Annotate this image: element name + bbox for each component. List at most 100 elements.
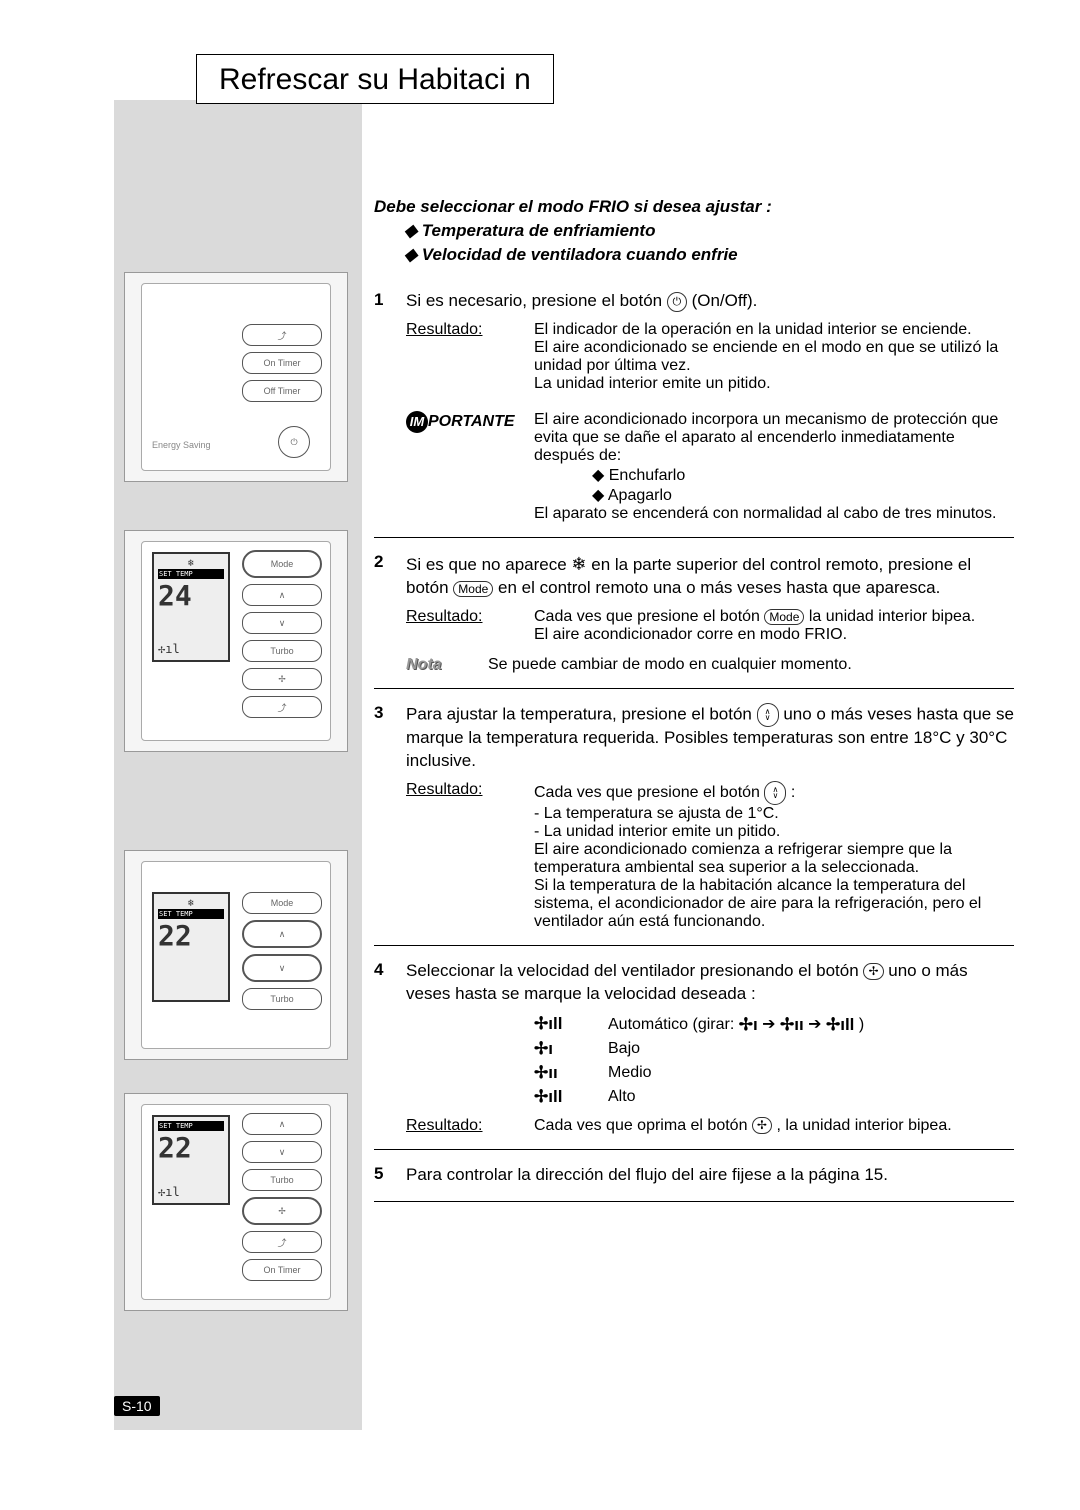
fan-auto-icon: ✢ıll xyxy=(534,1014,584,1034)
importante-block: IMPORTANTE El aire acondicionado incorpo… xyxy=(406,411,1014,523)
intro-bullet-1: ◆ Temperatura de enfriamiento xyxy=(404,219,1014,243)
step-1-r2: El aire acondicionado se enciende en el … xyxy=(534,339,1014,375)
page: Refrescar su Habitaci n ⤴ On Timer Off T… xyxy=(0,0,1080,1510)
separator xyxy=(374,537,1014,538)
fan-auto-label-a: Automático (girar: xyxy=(608,1016,734,1033)
page-number-badge: S-10 xyxy=(114,1396,160,1416)
mode-button: Mode xyxy=(242,550,322,578)
resultado-label: Resultado: xyxy=(406,781,534,931)
step-2-text-a: Si es que no aparece xyxy=(406,555,567,574)
temp-up-button: ∧ xyxy=(242,584,322,606)
step-1: 1 Si es necesario, presione el botón ⏻ (… xyxy=(374,290,1014,313)
step-2: 2 Si es que no aparece ❄ en la parte sup… xyxy=(374,552,1014,600)
on-timer-button: On Timer xyxy=(242,1259,322,1281)
step-number: 1 xyxy=(374,290,392,313)
turbo-button: Turbo xyxy=(242,1169,322,1191)
separator xyxy=(374,1149,1014,1150)
step-3-r5: Si la temperatura de la habitación alcan… xyxy=(534,877,1014,931)
step-2-resultado: Resultado: Cada ves que presione el botó… xyxy=(406,608,1014,644)
temp-down-button: ∨ xyxy=(242,1141,322,1163)
step-1-r3: La unidad interior emite un pitido. xyxy=(534,375,1014,393)
step-5: 5 Para controlar la dirección del flujo … xyxy=(374,1164,1014,1187)
remote-illustration-1: ⤴ On Timer Off Timer Energy Saving ⏻ xyxy=(124,272,348,482)
mode-button-icon: Mode xyxy=(764,609,804,625)
importante-text: El aire acondicionado incorpora un mecan… xyxy=(534,411,1014,465)
step-4-r1a: Cada ves que oprima el botón xyxy=(534,1117,747,1134)
power-icon: ⏻ xyxy=(667,292,687,312)
swing-button-icon: ⤴ xyxy=(242,696,322,718)
temp-down-button: ∨ xyxy=(242,954,322,982)
step-number: 3 xyxy=(374,703,392,773)
swing-button-icon: ⤴ xyxy=(242,324,322,346)
remote-lcd: SET TEMP 22 ✢ıl xyxy=(152,1115,230,1205)
nota-text: Se puede cambiar de modo en cualquier mo… xyxy=(488,656,852,674)
step-2-r1a: Cada ves que presione el botón xyxy=(534,608,760,625)
temp-up-button: ∧ xyxy=(242,1113,322,1135)
step-4-text-a: Seleccionar la velocidad del ventilador … xyxy=(406,961,859,980)
intro-bullet-2: ◆ Velocidad de ventiladora cuando enfrie xyxy=(404,243,1014,267)
resultado-label: Resultado: xyxy=(406,321,534,393)
step-3-r1b: : xyxy=(791,784,795,801)
temp-up-button: ∧ xyxy=(242,920,322,948)
step-1-text-b: (On/Off). xyxy=(692,291,758,310)
step-3: 3 Para ajustar la temperatura, presione … xyxy=(374,703,1014,773)
fan-med-icon: ✢ıı xyxy=(780,1015,804,1035)
on-timer-button: On Timer xyxy=(242,352,322,374)
temp-updown-icon: ∧∨ xyxy=(764,781,786,805)
importante-bullet-1: Enchufarlo xyxy=(609,467,686,484)
fan-low-icon: ✢ı xyxy=(739,1015,758,1035)
fan-med-icon: ✢ıı xyxy=(534,1063,584,1083)
remote-illustration-3: ❄ SET TEMP 22 Mode ∧ ∨ Turbo xyxy=(124,850,348,1060)
step-5-text: Para controlar la dirección del flujo de… xyxy=(406,1164,1014,1187)
temp-updown-icon: ∧∨ xyxy=(757,703,779,727)
step-1-resultado: Resultado: El indicador de la operación … xyxy=(406,321,1014,393)
remote-illustration-2: ❄ SET TEMP 24 ✢ıl Mode ∧ ∨ Turbo ✢ ⤴ xyxy=(124,530,348,752)
resultado-label: Resultado: xyxy=(406,1117,534,1135)
off-timer-button: Off Timer xyxy=(242,380,322,402)
step-1-text-a: Si es necesario, presione el botón xyxy=(406,291,662,310)
fan-medio-label: Medio xyxy=(608,1064,652,1082)
remote-illustration-4: SET TEMP 22 ✢ıl ∧ ∨ Turbo ✢ ⤴ On Timer xyxy=(124,1093,348,1311)
step-2-r1b: la unidad interior bipea. xyxy=(809,608,975,625)
resultado-label: Resultado: xyxy=(406,608,534,644)
importante-label: IMPORTANTE xyxy=(406,411,534,523)
nota-label: Nota xyxy=(406,656,468,674)
intro-block: Debe seleccionar el modo FRIO si desea a… xyxy=(374,195,1014,266)
page-title: Refrescar su Habitaci n xyxy=(196,54,554,104)
step-2-text-c: en el control remoto una o más veses has… xyxy=(498,578,940,597)
fan-auto-label-b: ) xyxy=(859,1016,864,1033)
mode-button: Mode xyxy=(242,892,322,914)
intro-line-1: Debe seleccionar el modo FRIO si desea a… xyxy=(374,195,1014,219)
step-number: 4 xyxy=(374,960,392,1006)
step-3-r1a: Cada ves que presione el botón xyxy=(534,784,760,801)
separator xyxy=(374,1201,1014,1202)
fan-high-icon: ✢ıll xyxy=(534,1087,584,1107)
step-number: 5 xyxy=(374,1164,392,1187)
remote-lcd: ❄ SET TEMP 22 xyxy=(152,892,230,1002)
fan-low-icon: ✢ı xyxy=(534,1039,584,1059)
fan-button-icon: ✢ xyxy=(242,668,322,690)
mode-button-icon: Mode xyxy=(453,581,493,597)
step-4-r1b: , la unidad interior bipea. xyxy=(776,1117,951,1134)
importante-after: El aparato se encenderá con normalidad a… xyxy=(534,505,1014,523)
fan-button-icon: ✢ xyxy=(863,963,883,979)
fan-alto-label: Alto xyxy=(608,1088,636,1106)
separator xyxy=(374,945,1014,946)
turbo-button: Turbo xyxy=(242,640,322,662)
fan-speed-table: ✢ıll Automático (girar: ✢ı ➔ ✢ıı ➔ ✢ıll … xyxy=(534,1014,1014,1107)
step-3-text-a: Para ajustar la temperatura, presione el… xyxy=(406,705,752,724)
power-button-icon: ⏻ xyxy=(278,426,310,458)
step-3-r4: El aire acondicionado comienza a refrige… xyxy=(534,841,1014,877)
step-3-r2: - La temperatura se ajusta de 1°C. xyxy=(534,805,1014,823)
remote-lcd: ❄ SET TEMP 24 ✢ıl xyxy=(152,552,230,662)
step-2-r2: El aire acondicionador corre en modo FRI… xyxy=(534,626,1014,644)
separator xyxy=(374,688,1014,689)
swing-button-icon: ⤴ xyxy=(242,1231,322,1253)
fan-button-icon: ✢ xyxy=(752,1117,772,1133)
step-3-r3: - La unidad interior emite un pitido. xyxy=(534,823,1014,841)
fan-bajo-label: Bajo xyxy=(608,1040,640,1058)
importante-bullet-2: Apagarlo xyxy=(608,487,672,504)
step-number: 2 xyxy=(374,552,392,600)
step-4-resultado: Resultado: Cada ves que oprima el botón … xyxy=(406,1117,1014,1135)
step-1-r1: El indicador de la operación en la unida… xyxy=(534,321,1014,339)
